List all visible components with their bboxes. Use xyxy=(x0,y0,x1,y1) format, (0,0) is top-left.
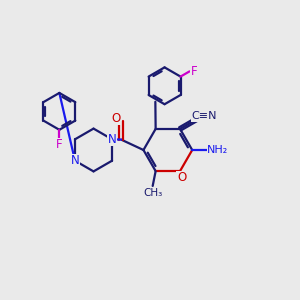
Text: F: F xyxy=(56,138,63,151)
Text: F: F xyxy=(191,65,197,78)
Text: O: O xyxy=(111,112,120,125)
Text: O: O xyxy=(177,171,186,184)
Text: C≡N: C≡N xyxy=(191,111,217,121)
Text: CH₃: CH₃ xyxy=(143,188,162,197)
Text: N: N xyxy=(70,154,80,167)
Text: N: N xyxy=(108,133,116,146)
Text: NH₂: NH₂ xyxy=(207,145,228,155)
